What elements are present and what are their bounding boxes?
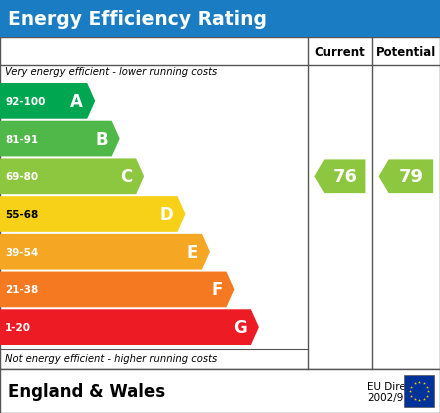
Text: 79: 79 bbox=[398, 168, 423, 186]
Text: Current: Current bbox=[315, 45, 365, 58]
Text: Very energy efficient - lower running costs: Very energy efficient - lower running co… bbox=[5, 67, 217, 77]
Text: 55-68: 55-68 bbox=[5, 209, 38, 219]
Text: F: F bbox=[211, 281, 223, 299]
Polygon shape bbox=[0, 159, 144, 195]
Polygon shape bbox=[0, 234, 210, 270]
Polygon shape bbox=[0, 309, 259, 345]
Text: 76: 76 bbox=[332, 168, 357, 186]
Text: G: G bbox=[233, 318, 247, 336]
Text: 69-80: 69-80 bbox=[5, 172, 38, 182]
Text: C: C bbox=[120, 168, 132, 186]
Text: 21-38: 21-38 bbox=[5, 285, 38, 295]
Polygon shape bbox=[0, 121, 120, 157]
Bar bbox=[0, 38, 440, 369]
Bar bbox=[404, 375, 434, 407]
Text: 81-91: 81-91 bbox=[5, 134, 38, 144]
Polygon shape bbox=[314, 160, 365, 194]
Text: Potential: Potential bbox=[376, 45, 436, 58]
Text: B: B bbox=[95, 130, 108, 148]
Text: Not energy efficient - higher running costs: Not energy efficient - higher running co… bbox=[5, 353, 217, 363]
Text: 1-20: 1-20 bbox=[5, 323, 31, 332]
Bar bbox=[0, 0, 440, 38]
Text: EU Directive: EU Directive bbox=[367, 381, 431, 391]
Polygon shape bbox=[0, 272, 235, 308]
Text: England & Wales: England & Wales bbox=[8, 382, 165, 400]
Text: D: D bbox=[160, 206, 173, 223]
Polygon shape bbox=[0, 197, 186, 232]
Text: Energy Efficiency Rating: Energy Efficiency Rating bbox=[8, 9, 267, 28]
Bar bbox=[0, 369, 440, 413]
Text: A: A bbox=[70, 93, 83, 111]
Text: 2002/91/EC: 2002/91/EC bbox=[367, 392, 427, 402]
Text: E: E bbox=[187, 243, 198, 261]
Text: 92-100: 92-100 bbox=[5, 97, 45, 107]
Polygon shape bbox=[378, 160, 433, 194]
Polygon shape bbox=[0, 84, 95, 119]
Text: 39-54: 39-54 bbox=[5, 247, 38, 257]
